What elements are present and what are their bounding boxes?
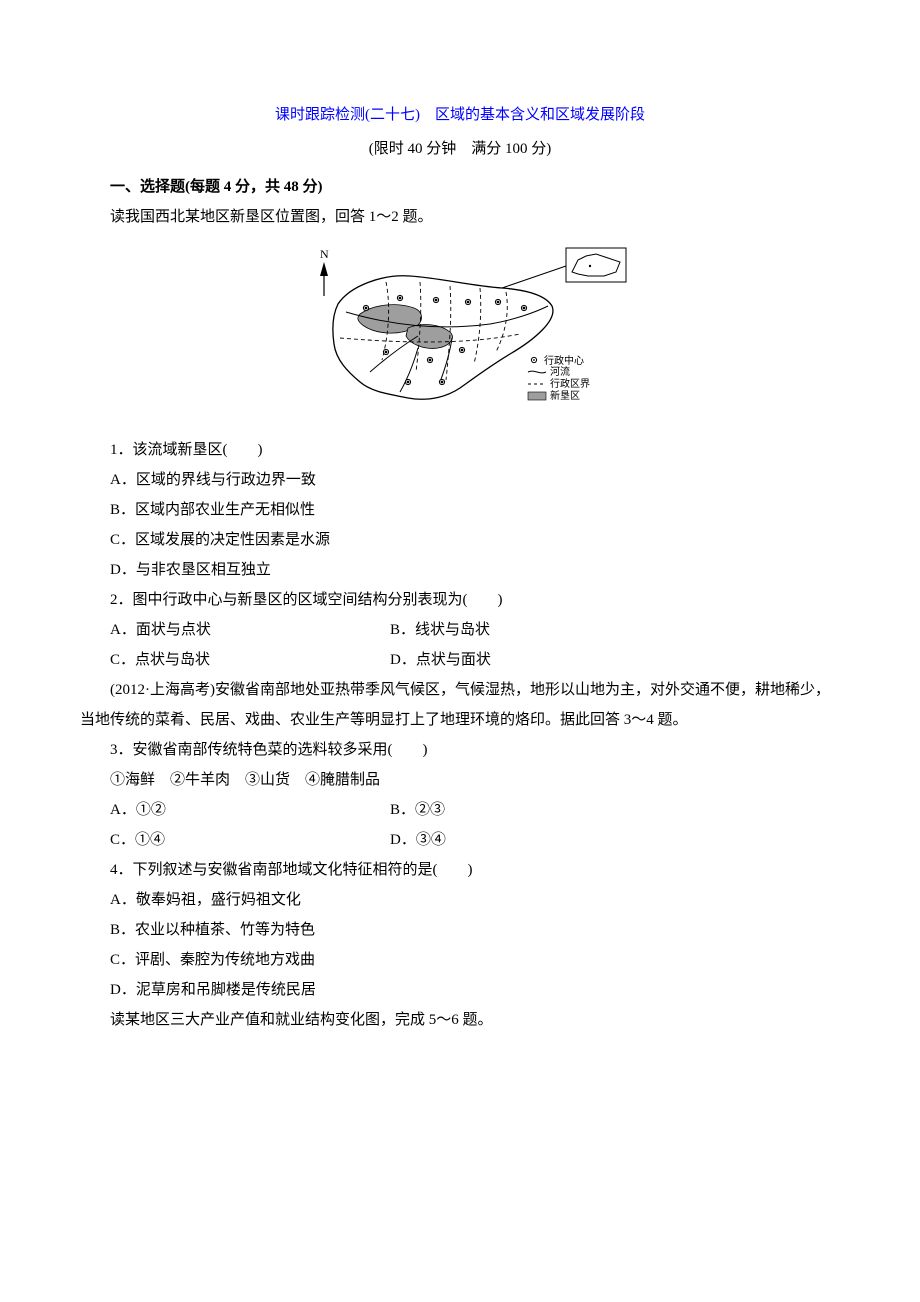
q2-B: B．线状与岛状 xyxy=(390,615,490,645)
q3-stem: 3．安徽省南部传统特色菜的选料较多采用( ) xyxy=(80,735,840,765)
newarea-2 xyxy=(406,325,452,349)
q3-D: D．③④ xyxy=(390,825,446,855)
q1-D: D．与非农垦区相互独立 xyxy=(80,555,840,585)
legend-border: 行政区界 xyxy=(550,377,590,390)
q2-C: C．点状与岛状 xyxy=(110,645,390,675)
intro-1: 读我国西北某地区新垦区位置图，回答 1～2 题。 xyxy=(80,202,840,232)
q3-A: A．①② xyxy=(110,795,390,825)
q4-B: B．农业以种植茶、竹等为特色 xyxy=(80,915,840,945)
q4-stem: 4．下列叙述与安徽省南部地域文化特征相符的是( ) xyxy=(80,855,840,885)
page-subtitle: (限时 40 分钟 满分 100 分) xyxy=(80,134,840,164)
q1-A: A．区域的界线与行政边界一致 xyxy=(80,465,840,495)
q4-C: C．评剧、秦腔为传统地方戏曲 xyxy=(80,945,840,975)
map-svg: N xyxy=(290,242,630,412)
q4-D: D．泥草房和吊脚楼是传统民居 xyxy=(80,975,840,1005)
q3-row2: C．①④ D．③④ xyxy=(80,825,840,855)
map-legend: 行政中心 河流 行政区界 新垦区 xyxy=(528,354,590,402)
q1-C: C．区域发展的决定性因素是水源 xyxy=(80,525,840,555)
q3-C: C．①④ xyxy=(110,825,390,855)
legend-newarea: 新垦区 xyxy=(550,389,580,402)
page-title: 课时跟踪检测(二十七) 区域的基本含义和区域发展阶段 xyxy=(80,100,840,130)
q2-row2: C．点状与岛状 D．点状与面状 xyxy=(80,645,840,675)
q4-A: A．敬奉妈祖，盛行妈祖文化 xyxy=(80,885,840,915)
intro-2: (2012·上海高考)安徽省南部地处亚热带季风气候区，气候湿热，地形以山地为主，… xyxy=(80,675,840,735)
inset-box xyxy=(502,248,626,288)
intro-3: 读某地区三大产业产值和就业结构变化图，完成 5～6 题。 xyxy=(80,1005,840,1035)
q3-sub: ①海鲜 ②牛羊肉 ③山货 ④腌腊制品 xyxy=(80,765,840,795)
section-heading: 一、选择题(每题 4 分，共 48 分) xyxy=(80,172,840,202)
q2-A: A．面状与点状 xyxy=(110,615,390,645)
map-figure: N xyxy=(80,242,840,423)
q2-stem: 2．图中行政中心与新垦区的区域空间结构分别表现为( ) xyxy=(80,585,840,615)
legend-river: 河流 xyxy=(550,365,570,378)
north-label: N xyxy=(320,247,329,261)
legend-admin-center: 行政中心 xyxy=(544,354,584,367)
q2-D: D．点状与面状 xyxy=(390,645,491,675)
q3-row1: A．①② B．②③ xyxy=(80,795,840,825)
north-arrow: N xyxy=(320,247,329,296)
q3-B: B．②③ xyxy=(390,795,445,825)
q1-B: B．区域内部农业生产无相似性 xyxy=(80,495,840,525)
q1-stem: 1．该流域新垦区( ) xyxy=(80,435,840,465)
q2-row1: A．面状与点状 B．线状与岛状 xyxy=(80,615,840,645)
